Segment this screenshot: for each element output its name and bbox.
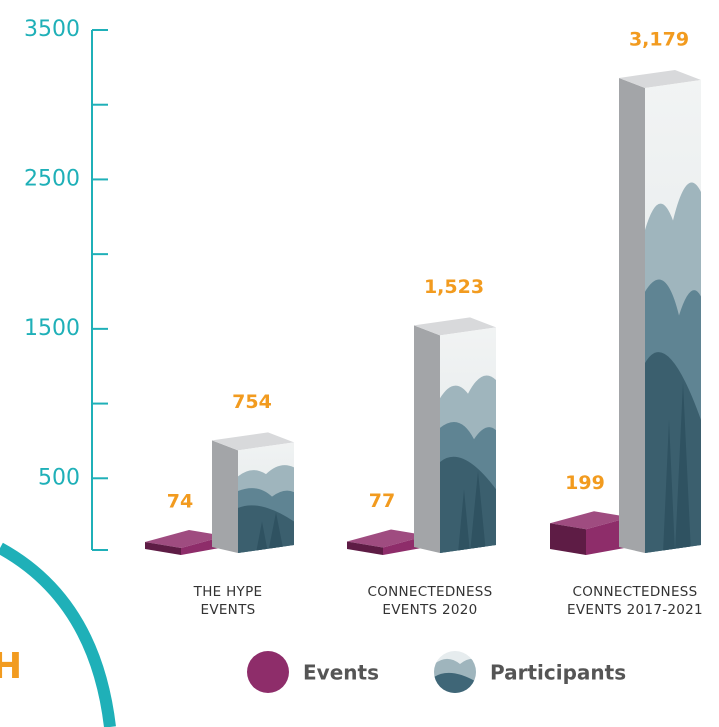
bar-top: [619, 69, 701, 88]
legend-label: Events: [303, 661, 379, 685]
bar-front: [645, 79, 701, 554]
participants-bar: [414, 317, 496, 553]
x-tick-label: THE HYPE EVENTS: [193, 584, 263, 618]
bar-side: [212, 440, 238, 553]
value-label: 754: [232, 391, 272, 413]
y-tick-label: 2500: [24, 166, 80, 191]
bar-side: [619, 77, 645, 554]
bar-top: [550, 511, 630, 530]
bar-top: [414, 317, 496, 336]
bar-side: [414, 325, 440, 553]
participants-bar: [619, 69, 701, 554]
fragment-text: H: [0, 646, 22, 687]
value-label: 77: [369, 490, 395, 512]
value-label: 3,179: [629, 28, 689, 50]
bar-front: [550, 523, 586, 555]
bar-front: [238, 442, 294, 553]
trees: [458, 471, 486, 553]
bar-top: [145, 529, 225, 548]
decor-arc: [0, 542, 116, 727]
bar-top: [347, 529, 427, 548]
legend-swatch: [434, 651, 476, 693]
value-label: 199: [565, 472, 605, 494]
events-bar: [550, 511, 630, 555]
trees: [663, 381, 691, 553]
bar-top: [212, 432, 294, 451]
value-label: 74: [167, 490, 193, 512]
participants-bar: [212, 432, 294, 553]
y-tick-label: 500: [38, 465, 80, 490]
legend-label: Participants: [490, 661, 626, 685]
bar-front: [440, 327, 496, 553]
mountain-near: [434, 673, 476, 693]
x-tick-label: CONNECTEDNESS EVENTS 2020: [367, 584, 493, 618]
bar-front: [347, 541, 383, 555]
legend-icon: [434, 651, 476, 693]
y-tick-label: 1500: [24, 316, 80, 341]
y-tick-label: 3500: [24, 17, 80, 42]
x-tick-label: CONNECTEDNESS EVENTS 2017-2021: [567, 584, 703, 618]
legend-swatch: [247, 651, 289, 693]
value-label: 1,523: [424, 276, 484, 298]
bar-front: [145, 541, 181, 555]
trees: [256, 512, 284, 553]
